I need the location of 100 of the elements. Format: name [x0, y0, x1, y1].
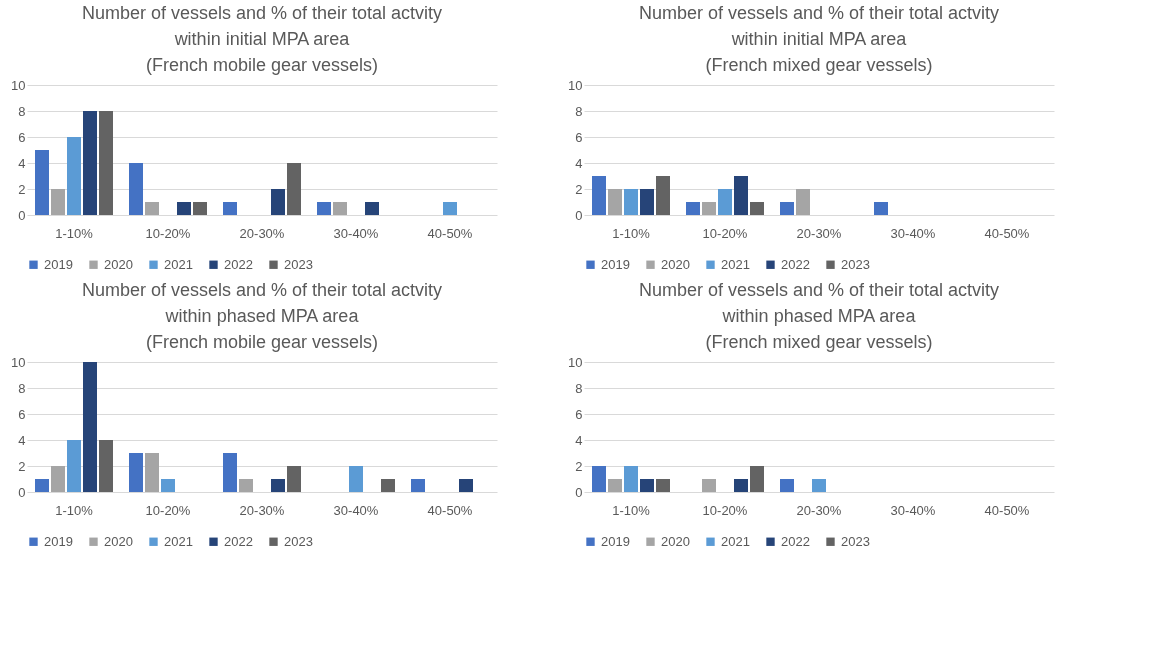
- y-tick-label: 0: [18, 207, 26, 223]
- y-tick-label: 6: [575, 129, 583, 145]
- bar: [83, 111, 97, 215]
- legend-label: 2021: [164, 256, 193, 272]
- y-tick-label: 6: [575, 406, 583, 422]
- y-tick-label: 8: [575, 380, 583, 396]
- legend-label: 2022: [224, 533, 253, 549]
- bar: [796, 189, 810, 215]
- legend-label: 2023: [841, 256, 870, 272]
- bar: [874, 202, 888, 215]
- chart-title: Number of vessels and % of their total actvity within phased MPA area (French mixed gear vessels): [638, 280, 1000, 352]
- chart-title: Number of vessels and % of their total actvity within initial MPA area (French mobile gear vessels): [81, 3, 443, 75]
- bar: [35, 150, 49, 215]
- bar: [686, 202, 700, 215]
- legend-label: 2021: [721, 533, 750, 549]
- bar: [271, 479, 285, 492]
- y-tick-label: 0: [575, 207, 583, 223]
- bar: [67, 440, 81, 492]
- bar: [51, 189, 65, 215]
- bar: [35, 479, 49, 492]
- bar: [239, 479, 253, 492]
- legend-label: 2023: [284, 256, 313, 272]
- legend-label: 2023: [284, 533, 313, 549]
- bar: [129, 163, 143, 215]
- bar: [177, 202, 191, 215]
- bar: [656, 176, 670, 215]
- y-tick-label: 2: [575, 181, 583, 197]
- bar: [287, 466, 301, 492]
- bar: [718, 189, 732, 215]
- bar: [349, 466, 363, 492]
- legend-label: 2022: [781, 256, 810, 272]
- y-tick-label: 2: [18, 181, 26, 197]
- x-tick-label: 1-10%: [55, 502, 94, 518]
- x-tick-label: 1-10%: [612, 502, 651, 518]
- bar: [459, 479, 473, 492]
- y-tick-label: 10: [11, 77, 26, 93]
- legend-label: 2019: [44, 256, 73, 272]
- bar: [381, 479, 395, 492]
- legend-label: 2022: [781, 533, 810, 549]
- x-tick-label: 40-50%: [984, 225, 1030, 241]
- y-tick-label: 4: [18, 155, 26, 171]
- legend-label: 2023: [841, 533, 870, 549]
- y-tick-label: 6: [18, 406, 26, 422]
- bar: [750, 202, 764, 215]
- x-tick-label: 40-50%: [427, 225, 473, 241]
- bar: [51, 466, 65, 492]
- legend-label: 2020: [661, 256, 690, 272]
- bar: [99, 440, 113, 492]
- bar: [223, 453, 237, 492]
- legend-label: 2019: [44, 533, 73, 549]
- bar: [443, 202, 457, 215]
- x-tick-label: 40-50%: [984, 502, 1030, 518]
- x-tick-label: 30-40%: [890, 225, 936, 241]
- y-tick-label: 8: [18, 103, 26, 119]
- x-tick-label: 1-10%: [612, 225, 651, 241]
- bar: [67, 137, 81, 215]
- bar: [99, 111, 113, 215]
- x-tick-label: 30-40%: [333, 225, 379, 241]
- bar: [161, 479, 175, 492]
- bar: [592, 176, 606, 215]
- bar: [411, 479, 425, 492]
- bar: [624, 189, 638, 215]
- x-tick-label: 20-30%: [239, 225, 285, 241]
- legend-label: 2020: [104, 533, 133, 549]
- bar: [223, 202, 237, 215]
- x-tick-label: 10-20%: [145, 225, 191, 241]
- legend-label: 2020: [661, 533, 690, 549]
- chart-title: Number of vessels and % of their total actvity within initial MPA area (French mixed gear vessels): [638, 3, 1000, 75]
- legend-label: 2020: [104, 256, 133, 272]
- x-tick-label: 30-40%: [890, 502, 936, 518]
- bar: [734, 176, 748, 215]
- bar: [333, 202, 347, 215]
- legend-label: 2019: [601, 256, 630, 272]
- y-tick-label: 4: [575, 432, 583, 448]
- bar: [287, 163, 301, 215]
- x-tick-label: 10-20%: [702, 225, 748, 241]
- x-tick-label: 20-30%: [239, 502, 285, 518]
- x-tick-label: 20-30%: [796, 225, 842, 241]
- x-tick-label: 10-20%: [145, 502, 191, 518]
- bar: [702, 202, 716, 215]
- x-tick-label: 30-40%: [333, 502, 379, 518]
- bar: [271, 189, 285, 215]
- bar: [193, 202, 207, 215]
- y-tick-label: 4: [18, 432, 26, 448]
- bar: [129, 453, 143, 492]
- x-tick-label: 1-10%: [55, 225, 94, 241]
- y-tick-label: 4: [575, 155, 583, 171]
- legend-label: 2021: [164, 533, 193, 549]
- x-tick-label: 40-50%: [427, 502, 473, 518]
- x-tick-label: 10-20%: [702, 502, 748, 518]
- bar: [317, 202, 331, 215]
- y-tick-label: 10: [568, 77, 583, 93]
- legend-label: 2021: [721, 256, 750, 272]
- bar: [83, 362, 97, 492]
- y-tick-label: 8: [18, 380, 26, 396]
- y-tick-label: 0: [18, 484, 26, 500]
- y-tick-label: 2: [575, 458, 583, 474]
- y-tick-label: 8: [575, 103, 583, 119]
- y-tick-label: 0: [575, 484, 583, 500]
- x-tick-label: 20-30%: [796, 502, 842, 518]
